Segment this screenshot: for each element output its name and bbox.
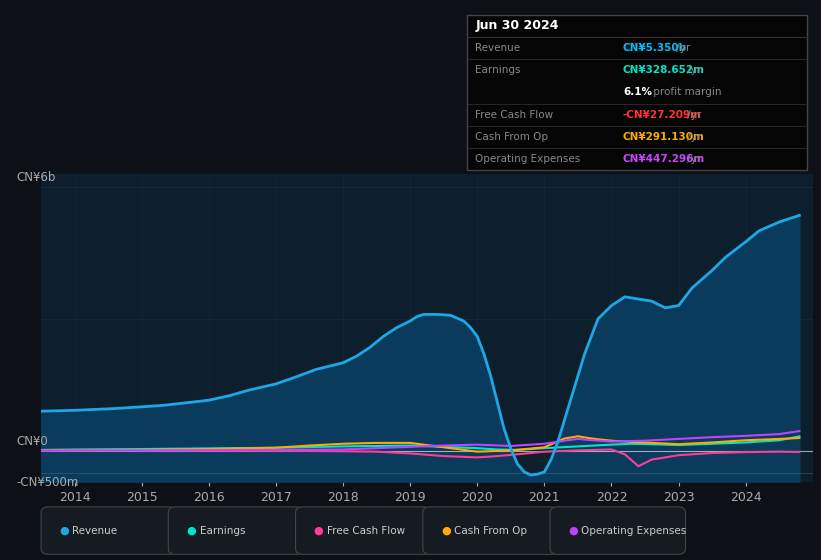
Text: CN¥447.296m: CN¥447.296m [623, 154, 705, 164]
Text: ●: ● [186, 526, 196, 535]
Text: Jun 30 2024: Jun 30 2024 [475, 20, 559, 32]
Text: Operating Expenses: Operating Expenses [581, 526, 686, 535]
Text: CN¥0: CN¥0 [16, 435, 48, 448]
Text: -CN¥27.209m: -CN¥27.209m [623, 110, 702, 120]
Text: Free Cash Flow: Free Cash Flow [327, 526, 405, 535]
Text: /yr: /yr [685, 110, 702, 120]
Text: ●: ● [441, 526, 451, 535]
Text: Free Cash Flow: Free Cash Flow [475, 110, 553, 120]
Text: profit margin: profit margin [650, 87, 722, 97]
Text: CN¥6b: CN¥6b [16, 171, 56, 184]
Text: /yr: /yr [673, 43, 690, 53]
Text: CN¥291.130m: CN¥291.130m [623, 132, 705, 142]
Text: Revenue: Revenue [72, 526, 117, 535]
Text: Cash From Op: Cash From Op [475, 132, 548, 142]
Text: ●: ● [314, 526, 323, 535]
Text: CN¥328.652m: CN¥328.652m [623, 66, 705, 75]
Text: 6.1%: 6.1% [623, 87, 652, 97]
Text: Earnings: Earnings [200, 526, 245, 535]
Text: -CN¥500m: -CN¥500m [16, 475, 79, 488]
Text: Earnings: Earnings [475, 66, 521, 75]
Text: Revenue: Revenue [475, 43, 521, 53]
Text: Operating Expenses: Operating Expenses [475, 154, 580, 164]
Text: /yr: /yr [685, 132, 702, 142]
Text: CN¥5.350b: CN¥5.350b [623, 43, 687, 53]
Text: /yr: /yr [685, 154, 702, 164]
Text: /yr: /yr [685, 66, 702, 75]
Text: ●: ● [59, 526, 69, 535]
Text: ●: ● [568, 526, 578, 535]
Text: Cash From Op: Cash From Op [454, 526, 527, 535]
